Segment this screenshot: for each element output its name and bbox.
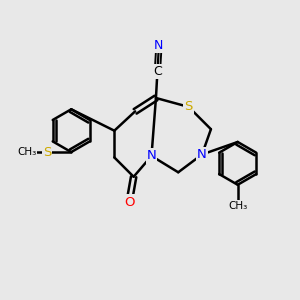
Text: N: N (147, 149, 156, 162)
Text: N: N (154, 40, 164, 52)
Text: N: N (197, 148, 207, 161)
Text: CH₃: CH₃ (228, 201, 247, 211)
Text: S: S (43, 146, 51, 159)
Text: S: S (184, 100, 193, 113)
Text: C: C (153, 65, 162, 78)
Text: O: O (124, 196, 134, 208)
Text: CH₃: CH₃ (17, 147, 36, 157)
